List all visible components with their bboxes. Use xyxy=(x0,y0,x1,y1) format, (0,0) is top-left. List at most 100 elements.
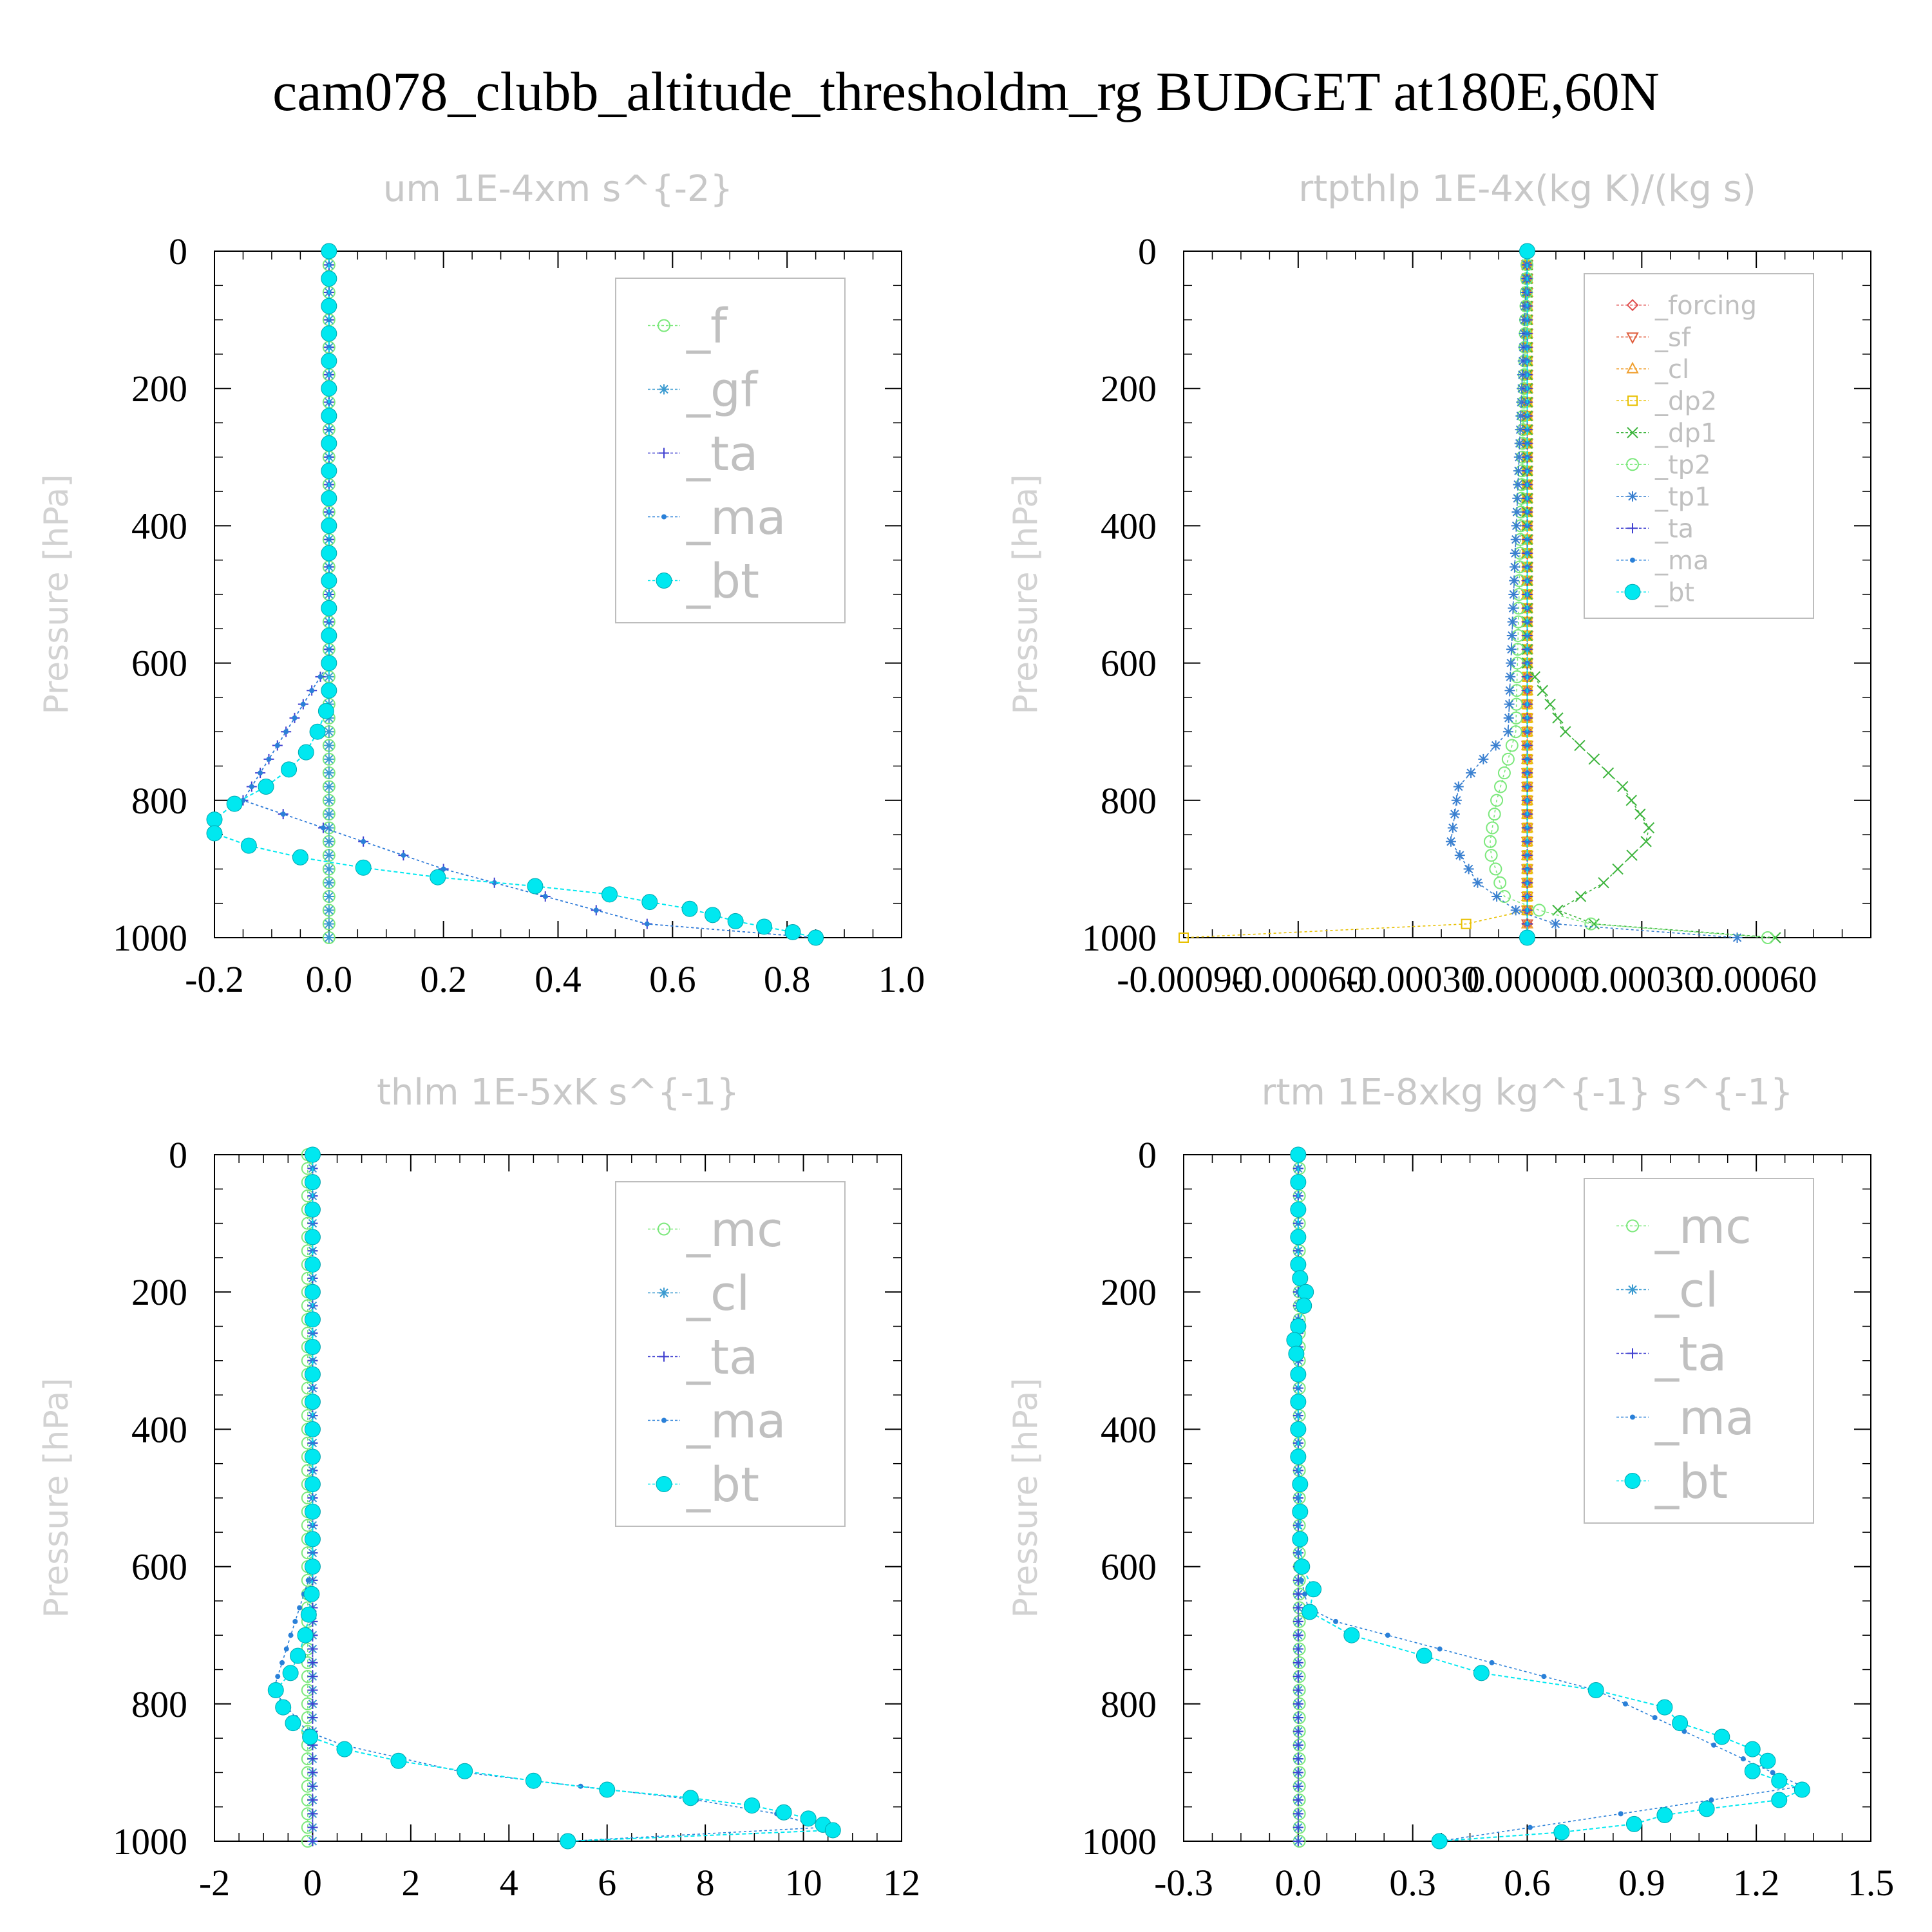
data-point xyxy=(321,435,337,451)
data-point xyxy=(1516,397,1527,408)
data-point xyxy=(1492,891,1502,902)
data-point xyxy=(1612,863,1624,875)
data-point xyxy=(1293,1630,1303,1641)
data-point xyxy=(1652,1715,1658,1721)
y-tick-label: 400 xyxy=(1101,505,1157,547)
data-point xyxy=(321,682,337,699)
data-point xyxy=(390,1752,407,1769)
data-point xyxy=(1290,1448,1307,1465)
data-point xyxy=(1385,1633,1390,1638)
data-point xyxy=(226,795,243,812)
legend-label: _bt xyxy=(1654,578,1694,608)
data-point xyxy=(775,1804,792,1821)
data-point xyxy=(310,1440,316,1446)
data-point xyxy=(326,536,332,542)
y-tick-label: 1000 xyxy=(113,917,187,959)
data-point xyxy=(1602,767,1615,779)
data-point xyxy=(542,894,548,900)
data-point xyxy=(1640,836,1652,848)
data-point xyxy=(304,1229,321,1245)
legend-marker xyxy=(1630,1414,1635,1420)
data-point xyxy=(206,825,223,842)
data-point xyxy=(1744,1763,1761,1779)
legend-marker xyxy=(1624,1473,1641,1489)
data-point xyxy=(1295,1220,1301,1226)
data-point xyxy=(401,853,406,858)
legend-marker xyxy=(659,1351,669,1362)
data-point xyxy=(321,490,337,507)
y-tick-label: 1000 xyxy=(113,1821,187,1862)
data-point xyxy=(292,715,298,721)
data-point xyxy=(1472,877,1483,888)
data-point xyxy=(756,918,773,935)
data-point xyxy=(1574,739,1586,752)
y-tick-label: 200 xyxy=(1101,368,1157,410)
data-point xyxy=(307,1808,318,1819)
data-point xyxy=(727,913,744,929)
x-tick-label: 0.9 xyxy=(1618,1862,1665,1904)
data-point xyxy=(323,864,334,875)
y-tick-label: 1000 xyxy=(1082,917,1157,959)
legend-marker xyxy=(1627,491,1638,502)
data-point xyxy=(326,317,332,323)
data-point xyxy=(1622,1701,1628,1707)
chart-panel-1: um 1E-4xm s^{-2} Pressure [hPa] 0 200 400 600… xyxy=(37,168,925,1000)
data-point xyxy=(1550,918,1561,929)
data-point xyxy=(307,1836,318,1846)
legend-label: _bt xyxy=(1654,1454,1728,1510)
data-point xyxy=(321,380,337,397)
legend-marker xyxy=(1624,583,1641,600)
x-tick-label: 0.3 xyxy=(1389,1862,1436,1904)
data-point xyxy=(1524,345,1530,350)
data-point xyxy=(1517,383,1528,394)
data-point xyxy=(1333,1618,1339,1624)
data-point xyxy=(1508,603,1519,614)
data-point xyxy=(1519,929,1535,946)
data-point xyxy=(323,891,334,902)
legend-marker xyxy=(658,319,670,332)
data-point xyxy=(784,923,801,940)
data-point xyxy=(307,1657,318,1668)
data-point xyxy=(1295,1413,1301,1419)
data-point xyxy=(282,1665,299,1681)
data-point xyxy=(310,1220,316,1226)
data-point xyxy=(599,1781,616,1798)
data-point xyxy=(1290,1318,1307,1334)
data-point xyxy=(1524,632,1530,638)
data-point xyxy=(1506,658,1517,668)
legend-marker xyxy=(1626,299,1639,312)
legend-label: _dp1 xyxy=(1654,419,1717,448)
data-point xyxy=(1295,1248,1301,1254)
data-point xyxy=(292,849,308,866)
data-point xyxy=(1524,551,1530,556)
y-tick-label: 400 xyxy=(131,1408,187,1450)
data-point xyxy=(304,1448,321,1465)
legend-label: _ta xyxy=(686,426,758,482)
data-point xyxy=(1794,1781,1810,1798)
data-point xyxy=(1643,822,1655,834)
data-point xyxy=(1298,1577,1304,1583)
data-point xyxy=(1584,917,1598,931)
data-point xyxy=(1560,726,1571,737)
series_tp1 xyxy=(1445,246,1743,943)
data-point xyxy=(304,1558,321,1575)
y-tick-label: 800 xyxy=(131,1683,187,1725)
legend-marker xyxy=(659,384,669,395)
data-point xyxy=(279,1660,285,1665)
data-point xyxy=(1293,1712,1303,1723)
data-point xyxy=(430,869,446,886)
data-point xyxy=(281,761,298,778)
x-tick-label: 8 xyxy=(696,1862,715,1904)
series_bt xyxy=(1286,1146,1810,1850)
data-point xyxy=(644,921,650,927)
data-point xyxy=(307,1795,318,1806)
data-point xyxy=(307,1754,318,1765)
data-point xyxy=(323,850,334,861)
data-point xyxy=(681,900,698,917)
y-tick-label: 200 xyxy=(1101,1271,1157,1313)
legend-label: _cl xyxy=(686,1266,750,1321)
data-point xyxy=(1478,753,1489,764)
y-tick-label: 0 xyxy=(1138,1134,1157,1176)
data-point xyxy=(1416,1647,1432,1664)
